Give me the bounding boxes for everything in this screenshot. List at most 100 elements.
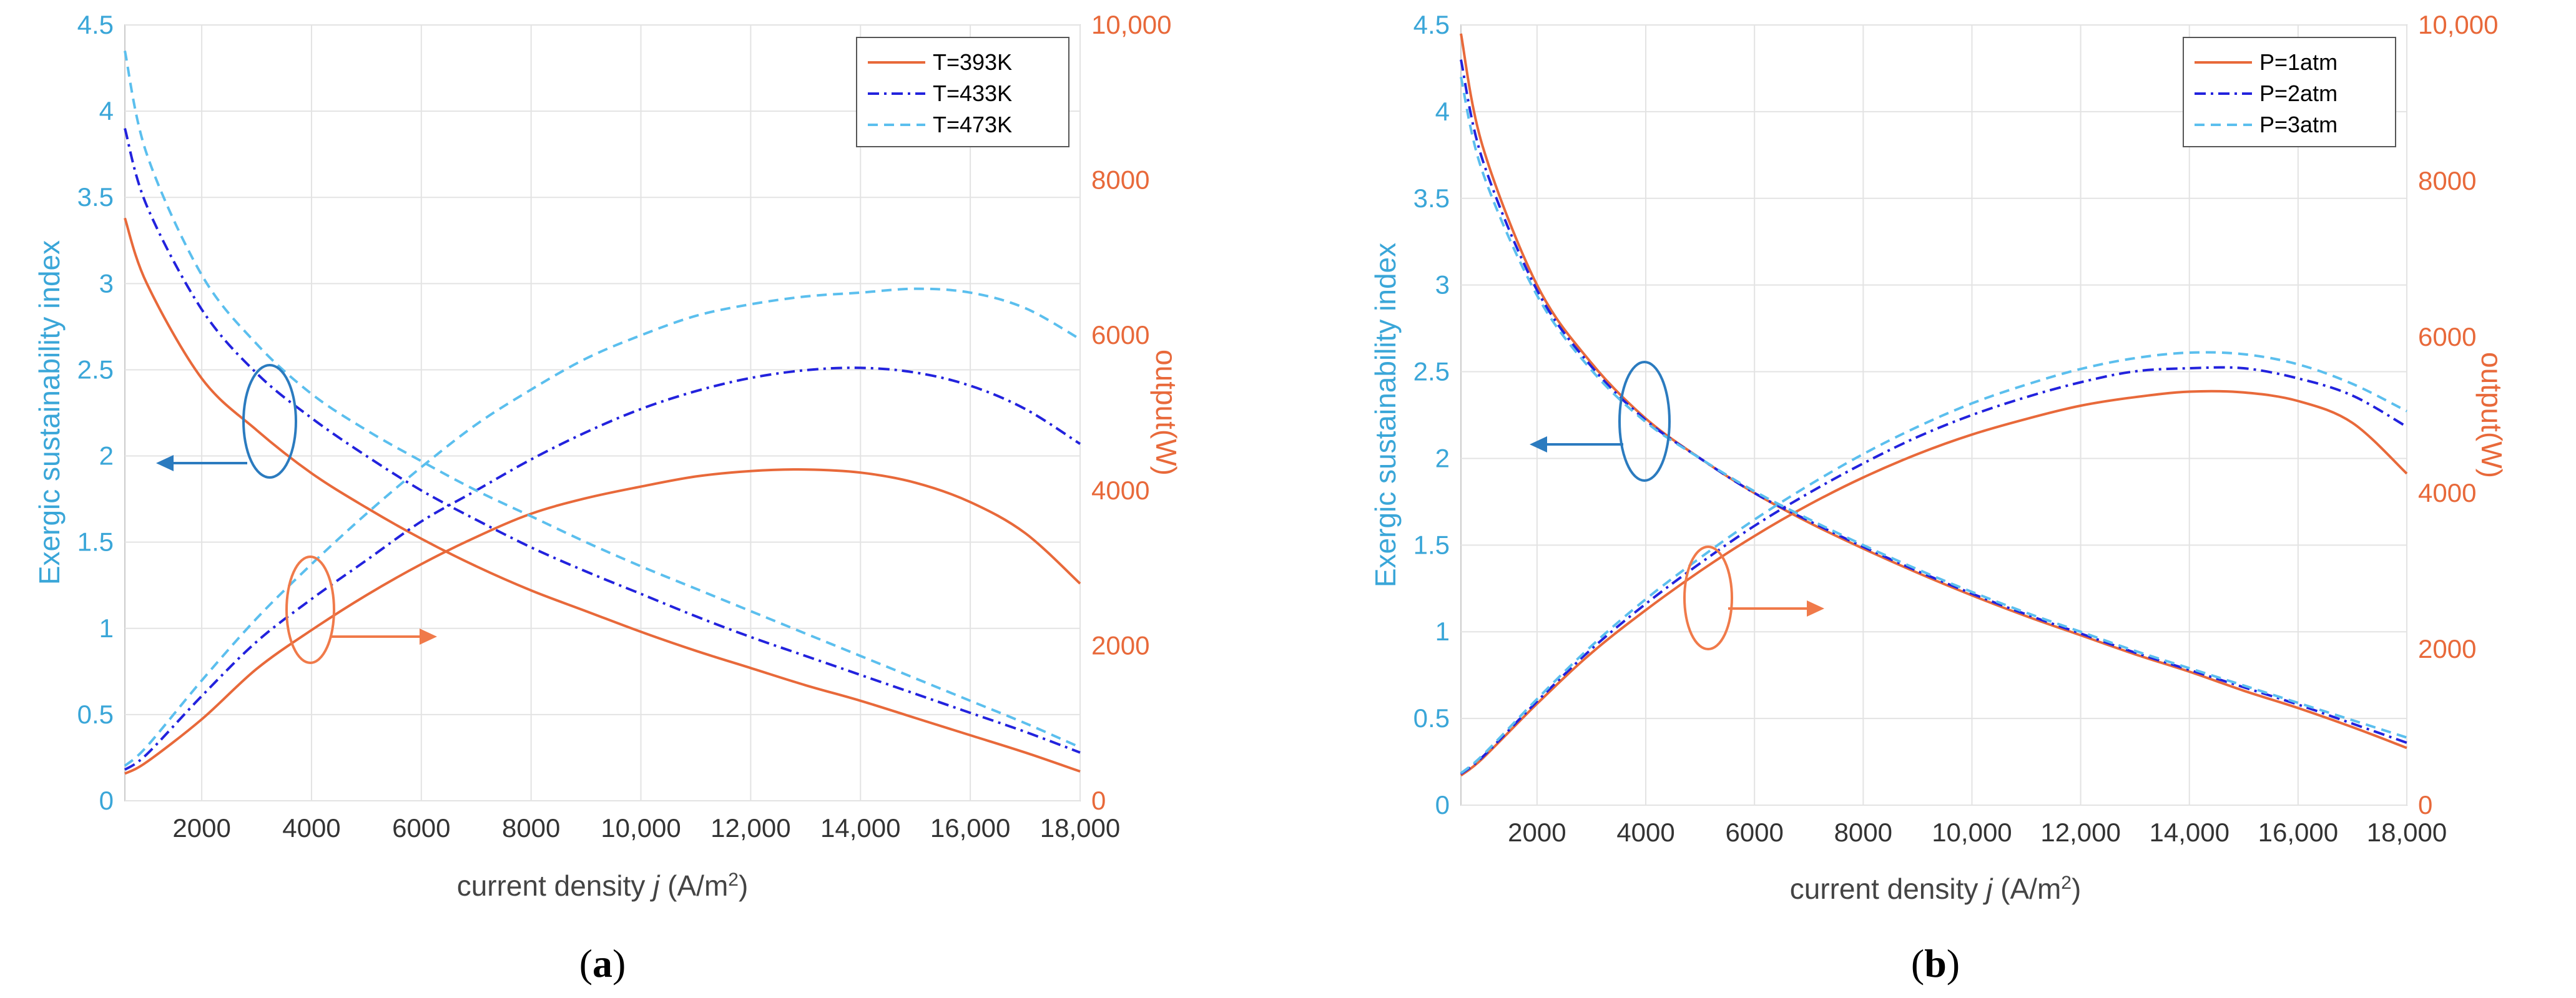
annotation-ellipse-esi (242, 364, 297, 479)
legend-label: P=2atm (2259, 81, 2338, 106)
annotations (1530, 361, 1824, 650)
series-line-output-2 (124, 366, 1081, 771)
x-tick-label: 14,000 (2149, 818, 2229, 847)
y-left-tick-label: 0 (99, 786, 114, 815)
y-axis-right-title: output(W) (2475, 352, 2508, 478)
y-left-tick-label: 3 (99, 268, 114, 298)
y-left-tick-label: 4.5 (1413, 10, 1450, 39)
y-left-tick-label: 2.5 (1413, 357, 1450, 386)
legend-label: T=473K (933, 112, 1012, 137)
series-line-esi-3 (1460, 76, 2407, 739)
x-axis-title-sup: 2 (2061, 873, 2072, 893)
plot-area (124, 24, 1081, 801)
x-tick-label: 12,000 (710, 813, 790, 843)
chart-panel-b: 2000 4000 6000 8000 10,000 12,000 14,000 16,000… (1369, 10, 2508, 986)
x-axis-title-unit: (A/m (659, 869, 728, 902)
tick-labels: 2000 4000 6000 8000 10,000 12,000 14,000 16,000… (77, 10, 1172, 843)
x-tick-label: 16,000 (930, 813, 1010, 843)
y-left-tick-label: 1 (99, 614, 114, 643)
x-tick-label: 10,000 (1932, 818, 2012, 847)
y-right-tick-label: 8000 (1091, 165, 1149, 195)
x-tick-label: 4000 (1616, 818, 1674, 847)
x-axis-title-prefix: current density (457, 869, 653, 902)
panel-letter-a: a (592, 941, 612, 986)
y-right-tick-label: 10,000 (1091, 10, 1171, 39)
x-tick-label: 2000 (1508, 818, 1566, 847)
series-line-esi-3 (124, 50, 1081, 749)
annotation-ellipse-output (1683, 545, 1733, 650)
annotation-arrowhead-esi (156, 455, 174, 471)
y-right-tick-label: 4000 (2418, 478, 2476, 507)
legend-label: P=3atm (2259, 112, 2338, 137)
y-right-tick-label: 8000 (2418, 166, 2476, 195)
x-axis-title-close: ) (739, 869, 748, 902)
series-line-esi-2 (124, 128, 1081, 754)
y-right-tick-label: 6000 (1091, 320, 1149, 350)
y-left-tick-label: 1.5 (77, 527, 114, 557)
series-group (124, 50, 1081, 775)
x-tick-label: 10,000 (601, 813, 681, 843)
x-axis-title-prefix: current density (1790, 873, 1986, 905)
y-left-tick-label: 2.5 (77, 355, 114, 384)
legend-box (856, 37, 1069, 147)
series-line-esi-1 (1460, 33, 2407, 750)
y-left-tick-label: 4.5 (77, 10, 114, 39)
y-right-tick-label: 0 (2418, 790, 2432, 819)
x-axis-title-close: ) (2072, 873, 2081, 905)
legend-box (2183, 37, 2396, 147)
y-left-tick-label: 0.5 (77, 700, 114, 729)
panel-label-b: (b) (1911, 941, 1960, 986)
x-tick-label: 12,000 (2040, 818, 2120, 847)
series-line-output-2 (1460, 366, 2408, 775)
annotation-ellipse-esi (1618, 361, 1671, 482)
tick-labels: 2000 4000 6000 8000 10,000 12,000 14,000 16,000… (1413, 10, 2499, 847)
series-line-output-3 (1460, 351, 2407, 775)
series-line-output-1 (1460, 389, 2408, 777)
panel-letter-b: b (1924, 941, 1947, 986)
x-tick-label: 18,000 (1040, 813, 1120, 843)
annotation-ellipse-output (285, 555, 335, 664)
grid (125, 24, 1081, 801)
y-left-tick-label: 3.5 (1413, 183, 1450, 213)
y-left-tick-label: 0.5 (1413, 703, 1450, 733)
x-axis-title: current density j (A/m2) (1790, 873, 2082, 906)
grid (1461, 24, 2407, 806)
y-right-tick-label: 10,000 (2418, 10, 2498, 39)
y-right-tick-label: 4000 (1091, 476, 1149, 505)
y-left-tick-label: 1.5 (1413, 530, 1450, 559)
legend: P=1atm P=2atm P=3atm (2183, 37, 2396, 147)
legend: T=393K T=433K T=473K (856, 37, 1069, 147)
legend-label: T=433K (933, 81, 1012, 106)
legend-label: P=1atm (2259, 49, 2338, 75)
annotation-arrowhead-esi (1530, 436, 1547, 453)
y-left-tick-label: 1 (1435, 617, 1450, 646)
series-line-output-1 (124, 468, 1081, 775)
y-right-tick-label: 0 (1091, 786, 1106, 815)
x-tick-label: 8000 (502, 813, 560, 843)
y-left-tick-label: 0 (1435, 790, 1450, 819)
series-line-esi-1 (124, 217, 1081, 773)
x-tick-label: 18,000 (2367, 818, 2447, 847)
y-axis-right-title: output(W) (1150, 350, 1182, 476)
annotations (156, 364, 437, 664)
y-left-tick-label: 2 (99, 441, 114, 471)
x-tick-label: 4000 (282, 813, 340, 843)
panel-label-a: (a) (579, 941, 626, 986)
x-tick-label: 8000 (1834, 818, 1892, 847)
y-left-tick-label: 4 (99, 96, 114, 125)
y-right-tick-label: 6000 (2418, 322, 2476, 351)
chart-panel-a: 2000 4000 6000 8000 10,000 12,000 14,000 16,000… (33, 10, 1182, 986)
series-group (1460, 33, 2408, 777)
annotation-arrowhead-output (420, 629, 437, 645)
x-axis-title-sup: 2 (728, 869, 739, 890)
x-tick-label: 6000 (392, 813, 450, 843)
x-tick-label: 14,000 (820, 813, 900, 843)
series-line-output-3 (124, 287, 1081, 767)
y-axis-left-title: Exergic sustainability index (1369, 243, 1402, 587)
y-left-tick-label: 3.5 (77, 182, 114, 212)
x-tick-label: 2000 (172, 813, 230, 843)
y-right-tick-label: 2000 (2418, 634, 2476, 663)
x-axis-title: current density j (A/m2) (457, 869, 749, 903)
legend-label: T=393K (933, 49, 1012, 75)
